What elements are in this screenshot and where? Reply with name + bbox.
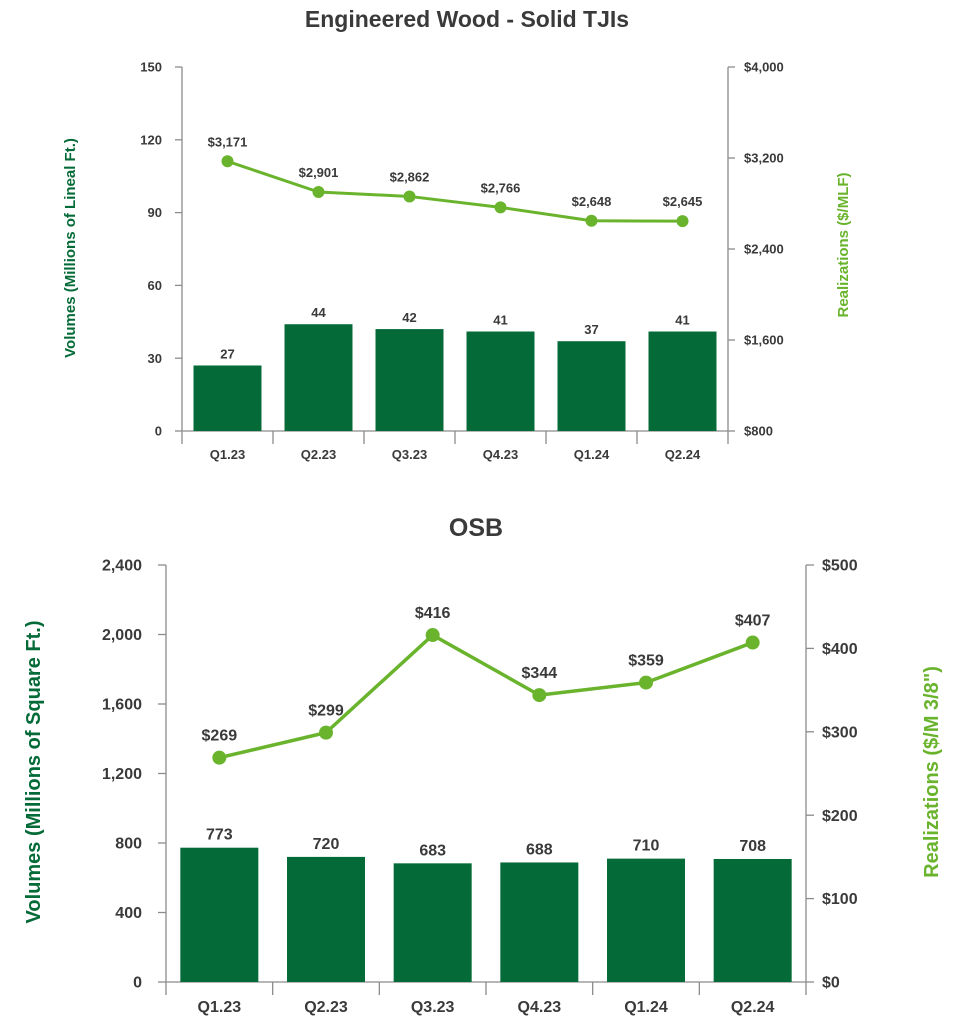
y-tick-label-left: 1,600	[102, 697, 142, 714]
line-point	[676, 215, 689, 228]
y-tick-label-left: 120	[140, 132, 162, 147]
bar	[284, 324, 353, 431]
bar	[607, 858, 685, 982]
x-tick-label: Q2.23	[304, 999, 348, 1016]
y-tick-label-left: 90	[148, 205, 162, 220]
bar-data-label: 688	[526, 841, 553, 858]
bar-data-label: 42	[402, 310, 416, 325]
x-tick-label: Q4.23	[518, 999, 562, 1016]
bar-data-label: 37	[584, 322, 598, 337]
y-tick-label-left: 0	[155, 424, 162, 439]
y-tick-label-right: $300	[822, 724, 858, 741]
x-tick-label: Q1.23	[210, 447, 245, 462]
y-tick-label-right: $1,600	[744, 333, 784, 348]
bar	[180, 847, 259, 982]
bar-data-label: 710	[633, 838, 660, 855]
bar	[393, 863, 472, 982]
line-data-label: $2,862	[390, 169, 430, 184]
x-tick-label: Q2.23	[301, 447, 336, 462]
y-axis-label-left: Volumes (Millions of Square Ft.)	[23, 621, 45, 924]
line-data-label: $269	[202, 728, 238, 745]
x-tick-label: Q3.23	[392, 447, 427, 462]
y-tick-label-left: 1,200	[102, 766, 142, 783]
bar	[193, 365, 262, 431]
y-tick-label-right: $3,200	[744, 151, 784, 166]
line-point	[319, 725, 333, 740]
chart-osb: OSB Volumes (Millions of Square Ft.) Rea…	[23, 514, 943, 1016]
y-tick-label-left: 30	[148, 351, 162, 366]
y-tick-label-left: 0	[133, 975, 142, 992]
line-data-label: $2,901	[299, 165, 339, 180]
line-point	[585, 214, 598, 227]
line-data-label: $407	[735, 613, 771, 630]
y-tick-label-right: $500	[822, 558, 858, 575]
line-data-label: $3,171	[208, 134, 248, 149]
y-tick-label-right: $4,000	[744, 60, 784, 75]
line-point	[745, 635, 760, 650]
chart-title: OSB	[449, 514, 503, 542]
line-point	[221, 155, 234, 168]
bar	[287, 856, 365, 982]
y-tick-label-right: $2,400	[744, 242, 784, 257]
y-axis-label-right: Realizations ($/M 3/8")	[921, 666, 943, 878]
line-data-label: $359	[628, 653, 664, 670]
line-data-label: $2,766	[481, 180, 521, 195]
y-tick-label-right: $100	[822, 891, 858, 908]
y-axis-label-right: Realizations ($/MLF)	[835, 172, 852, 317]
line-data-label: $416	[415, 605, 451, 622]
line-point	[403, 190, 416, 203]
y-tick-label-right: $400	[822, 641, 858, 658]
realizations-line	[227, 159, 683, 223]
y-tick-label-left: 400	[115, 905, 142, 922]
y-axis-label-left: Volumes (Millions of Lineal Ft.)	[62, 138, 79, 358]
line-data-label: $344	[522, 665, 558, 682]
bar-data-label: 41	[493, 313, 507, 328]
bar-data-label: 773	[206, 827, 233, 844]
x-tick-label: Q2.24	[665, 447, 701, 462]
line-point	[532, 688, 547, 703]
bar	[466, 331, 535, 431]
line-point	[312, 186, 325, 199]
bar-data-label: 683	[419, 842, 446, 859]
bar-data-label: 720	[313, 836, 340, 853]
x-tick-label: Q3.23	[411, 999, 455, 1016]
y-tick-label-right: $800	[744, 424, 773, 439]
realizations-line	[218, 633, 754, 760]
line-data-label: $2,645	[663, 194, 703, 209]
bar-data-label: 27	[220, 346, 234, 361]
line-data-label: $299	[308, 703, 344, 720]
x-tick-label: Q1.24	[574, 447, 610, 462]
bar	[648, 331, 717, 431]
y-tick-label-left: 2,400	[102, 558, 142, 575]
y-tick-label-left: 800	[115, 836, 142, 853]
line-point	[494, 201, 507, 214]
bar-data-label: 708	[739, 838, 766, 855]
y-tick-label-left: 60	[148, 278, 162, 293]
line-data-label: $2,648	[572, 194, 612, 209]
y-tick-label-left: 150	[140, 60, 162, 75]
x-tick-label: Q1.24	[624, 999, 668, 1016]
y-tick-label-left: 2,000	[102, 627, 142, 644]
x-tick-label: Q2.24	[731, 999, 775, 1016]
x-tick-label: Q1.23	[198, 999, 242, 1016]
bar	[557, 341, 626, 431]
chart-title: Engineered Wood - Solid TJIs	[305, 6, 629, 32]
y-tick-label-right: $0	[822, 975, 840, 992]
bar-data-label: 41	[675, 313, 689, 328]
bar-data-label: 44	[311, 305, 326, 320]
line-point	[639, 675, 653, 690]
chart-engineered-wood: Engineered Wood - Solid TJIs Volumes (Mi…	[62, 6, 852, 462]
bar	[713, 858, 792, 982]
y-tick-label-right: $200	[822, 808, 858, 825]
line-point	[425, 628, 440, 643]
bar	[375, 329, 444, 431]
line-point	[212, 750, 227, 765]
bar	[500, 862, 579, 982]
x-tick-label: Q4.23	[483, 447, 518, 462]
